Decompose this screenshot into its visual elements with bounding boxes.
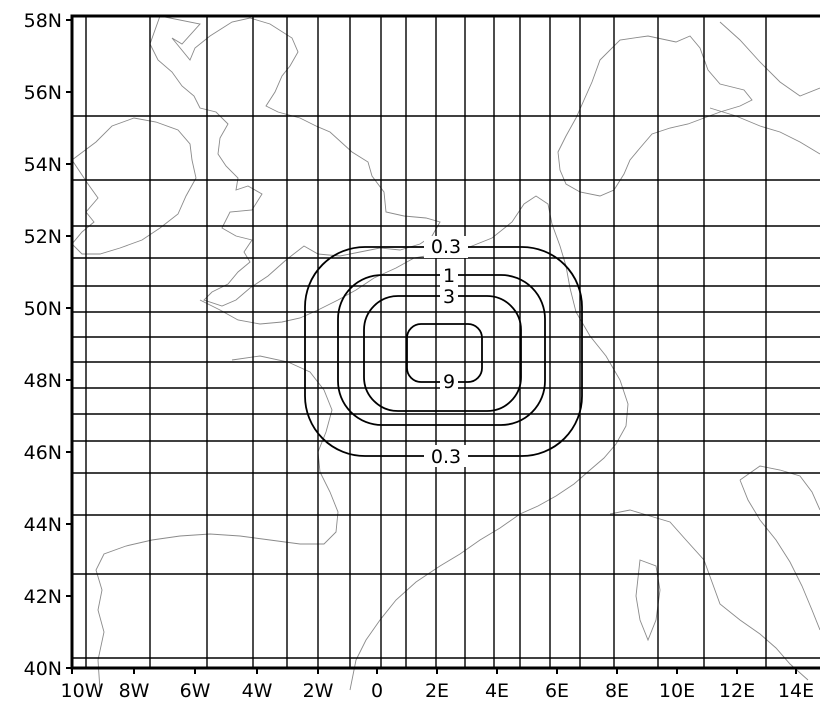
lon-label-0: 0 — [371, 680, 383, 702]
contour-label-bottom-0-3: 0.3 — [431, 446, 461, 468]
lat-label-56n: 56N — [24, 82, 62, 104]
grid-vertical-lines — [85, 16, 767, 668]
contour-label-9: 9 — [443, 371, 455, 393]
lon-label-2w: 2W — [303, 680, 334, 702]
coastline-med — [609, 509, 809, 681]
contour-labels: 0.3 1 3 9 0.3 — [424, 236, 468, 468]
coastline-italy — [739, 465, 820, 631]
lon-label-2e: 2E — [425, 680, 449, 702]
coastline-baltic — [719, 21, 820, 97]
lat-label-50n: 50N — [24, 298, 62, 320]
coastline-france — [199, 195, 629, 691]
lat-label-48n: 48N — [24, 370, 62, 392]
lon-label-10e: 10E — [659, 680, 695, 702]
lon-label-8w: 8W — [119, 680, 150, 702]
coastlines — [71, 15, 820, 691]
lat-label-52n: 52N — [24, 226, 62, 248]
coastline-netherlands — [557, 35, 753, 197]
lat-label-46n: 46N — [24, 442, 62, 464]
contour-label-1: 1 — [443, 265, 455, 287]
coastline-biscay — [95, 355, 339, 691]
contour-label-top-0-3: 0.3 — [431, 236, 461, 258]
contour-label-3: 3 — [443, 286, 455, 308]
lat-label-44n: 44N — [24, 514, 62, 536]
lon-label-6e: 6E — [545, 680, 569, 702]
coastline-denmark — [709, 107, 820, 155]
lon-label-12e: 12E — [719, 680, 755, 702]
lon-label-14e: 14E — [778, 680, 814, 702]
lon-label-6w: 6W — [180, 680, 211, 702]
lat-label-54n: 54N — [24, 154, 62, 176]
lon-label-10w: 10W — [61, 680, 104, 702]
lon-label-4e: 4E — [485, 680, 509, 702]
contour-3 — [363, 295, 522, 412]
map-frame — [70, 14, 820, 670]
coastline-ireland — [71, 117, 197, 255]
coastline-corsica — [635, 559, 661, 642]
lon-label-8e: 8E — [605, 680, 629, 702]
latitude-axis: 40N 42N 44N 46N 48N 50N 52N 54N 56N 58N — [24, 10, 72, 680]
lon-label-4w: 4W — [242, 680, 273, 702]
lat-label-42n: 42N — [24, 586, 62, 608]
lat-label-58n: 58N — [24, 10, 62, 32]
lat-label-40n: 40N — [24, 658, 62, 680]
longitude-axis: 10W 8W 6W 4W 2W 0 2E 4E 6E 8E 10E 12E 14… — [61, 668, 814, 702]
coastline-uk — [149, 15, 441, 307]
